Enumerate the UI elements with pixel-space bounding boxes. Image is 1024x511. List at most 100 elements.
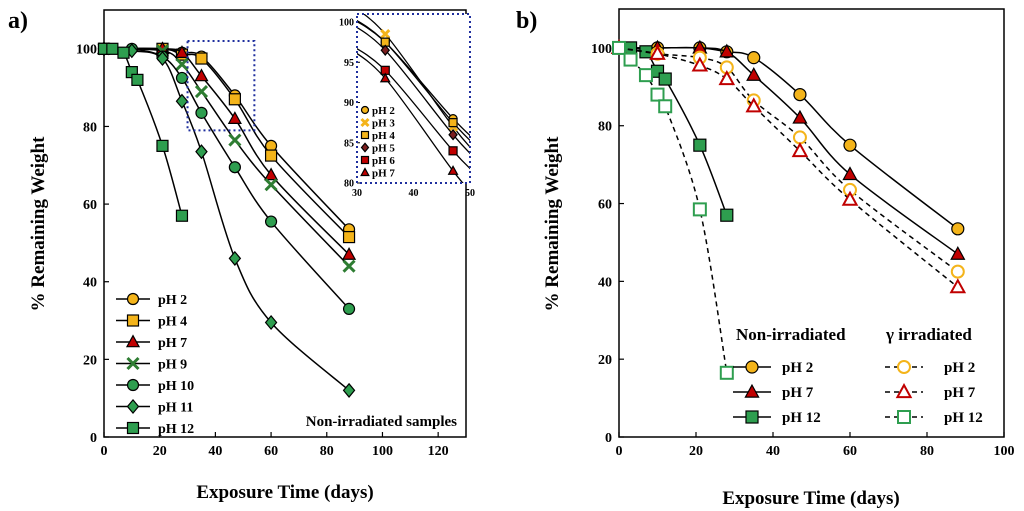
series-ph-12-non-irradiated — [612, 41, 734, 222]
data-point — [264, 167, 279, 181]
inset-y-tick-label: 85 — [344, 138, 354, 149]
plot-frame — [103, 9, 467, 438]
data-point — [174, 45, 190, 58]
legend-label: pH 7 — [158, 336, 187, 351]
data-point — [195, 144, 208, 160]
inset-legend: pH 2pH 3pH 4pH 5pH 6pH 7 — [360, 105, 395, 180]
legend-label: pH 2 — [158, 293, 187, 308]
legend-label: pH 2 — [782, 360, 813, 376]
x-tick-label: 40 — [208, 444, 222, 459]
legend-marker — [744, 383, 760, 398]
data-point — [649, 44, 666, 60]
x-tick-label: 0 — [101, 444, 108, 459]
data-point — [691, 56, 709, 72]
data-point — [264, 178, 278, 192]
y-tick-label: 60 — [83, 198, 97, 213]
inset-series-line — [357, 52, 464, 183]
inset-legend-marker — [360, 167, 370, 177]
data-point — [227, 111, 242, 124]
data-point — [720, 208, 734, 222]
data-point — [228, 250, 242, 266]
legend-title-irradiated: γ irradiated — [885, 325, 972, 344]
data-point — [650, 87, 665, 102]
x-tick-label: 0 — [616, 444, 623, 459]
x-tick-label: 120 — [428, 444, 449, 459]
data-point — [843, 138, 857, 152]
legend-marker — [895, 383, 913, 399]
y-axis-title: % Remaining Weight — [28, 136, 49, 312]
data-point — [106, 42, 119, 55]
legend-marker — [126, 421, 140, 435]
x-tick-label: 80 — [320, 444, 334, 459]
y-tick-label: 20 — [598, 353, 612, 368]
y-tick-label: 100 — [76, 43, 97, 58]
series-line — [103, 47, 183, 216]
y-tick-label: 60 — [598, 197, 612, 212]
legend: pH 2 pH 4 pH 7 pH 9 pH 10 pH 11 pH 12 — [116, 292, 194, 437]
data-point — [342, 382, 356, 398]
panel-label: b) — [516, 8, 537, 34]
inset-y-tick-label: 95 — [344, 58, 354, 69]
inset-x-tick-label: 40 — [409, 188, 419, 199]
y-tick-label: 100 — [591, 42, 612, 57]
data-point — [195, 52, 208, 65]
data-point — [228, 133, 242, 147]
legend-title-non-irradiated: Non-irradiated — [736, 325, 846, 344]
data-point — [194, 84, 209, 99]
data-point — [175, 93, 189, 109]
y-tick-label: 40 — [598, 275, 612, 290]
x-tick-label: 20 — [689, 444, 703, 459]
data-point — [692, 202, 707, 217]
data-point — [950, 245, 966, 260]
inset-legend-label: pH 3 — [372, 118, 395, 130]
inset-x-tick-label: 50 — [465, 188, 475, 199]
data-point — [841, 190, 859, 206]
x-tick-label: 20 — [153, 444, 167, 459]
panel-a: a) 0 20 40 60 80 100 120 0 20 40 60 80 100 Exposure Ti… — [8, 8, 475, 503]
series-line — [618, 47, 728, 373]
legend-marker — [126, 314, 140, 327]
data-point — [228, 161, 241, 174]
data-point — [175, 71, 189, 85]
legend-label: pH 11 — [158, 401, 193, 416]
x-tick-label: 80 — [920, 444, 934, 459]
inset-legend-label: pH 6 — [372, 155, 395, 167]
data-point — [623, 41, 638, 55]
inset-legend-label: pH 2 — [372, 105, 395, 117]
inset-y-tick-label: 90 — [344, 98, 354, 109]
y-tick-label: 20 — [83, 353, 97, 368]
data-point — [747, 51, 761, 65]
x-tick-label: 100 — [372, 444, 393, 459]
legend-marker — [126, 292, 140, 306]
y-tick-label: 0 — [605, 431, 612, 446]
panel-label: a) — [8, 8, 28, 34]
legend-marker — [126, 378, 140, 392]
inset-y-tick-label: 80 — [344, 179, 354, 190]
data-point — [951, 222, 965, 236]
legend-label: pH 7 — [944, 385, 976, 401]
data-point — [638, 68, 653, 83]
inset-data-point — [380, 29, 391, 40]
inset-series-line — [357, 19, 470, 142]
series-line — [103, 48, 350, 391]
data-point — [719, 365, 734, 380]
data-point — [156, 139, 169, 152]
inset-data-point — [379, 72, 391, 83]
data-point — [175, 209, 189, 222]
x-tick-label: 60 — [843, 444, 857, 459]
data-point — [117, 46, 130, 59]
data-point — [195, 106, 208, 119]
data-point — [658, 72, 672, 86]
zoom-box — [186, 40, 256, 132]
data-point — [264, 149, 278, 162]
data-point — [612, 40, 626, 55]
inset-legend-label: pH 7 — [372, 168, 395, 180]
panel-b: b) 0 20 40 60 80 100 0 20 40 60 80 100 Exposure Time … — [516, 8, 1015, 509]
series-ph-2-non-irradiated — [612, 41, 965, 236]
series-ph-12 — [97, 42, 189, 222]
data-point — [842, 166, 858, 181]
inset: 30 40 50 80 85 90 95 100 pH 2pH 3pH 4pH 5pH 6pH … — [339, 13, 475, 199]
plot-frame — [618, 8, 1005, 438]
inset-y-tick-label: 100 — [339, 18, 354, 29]
inset-curves — [357, 14, 470, 183]
